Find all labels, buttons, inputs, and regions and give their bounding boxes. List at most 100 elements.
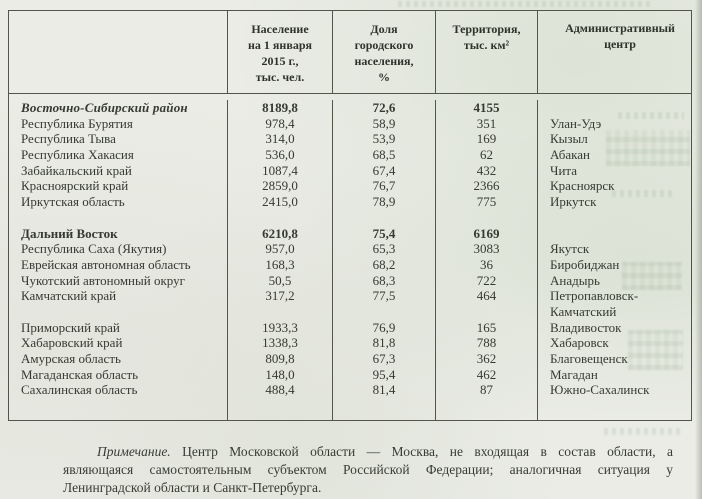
- header-urban-share-line: %: [378, 70, 390, 84]
- admin-center-cell: [538, 210, 690, 226]
- territory-cell: [436, 209, 538, 226]
- population-cell: [228, 398, 333, 420]
- population-cell: 168,3: [228, 256, 333, 273]
- admin-center-cell: Кызыл: [550, 131, 588, 147]
- region-cell: Дальний Восток: [9, 225, 228, 242]
- table-row: Республика Хакасия 536,0 68,5 62 Абакан: [9, 147, 691, 163]
- footnote-text: Центр Московской области — Москва, не вх…: [170, 444, 673, 459]
- territory-cell: 788: [436, 335, 538, 352]
- header-territory-line: Территория,: [452, 22, 521, 36]
- table-row: Еврейская автономная область 168,3 68,2 36 Б…: [9, 256, 691, 273]
- population-cell: 536,0: [228, 147, 333, 163]
- region-cell: Забайкальский край: [9, 162, 228, 179]
- admin-center-cell: Петропавловск-Камчатский: [550, 288, 639, 319]
- table-row: Республика Бурятия 978,4 58,9 351 Улан-Удэ: [9, 115, 691, 132]
- urban-share-cell: 81,4: [333, 382, 436, 399]
- region-cell: Красноярский край: [9, 178, 228, 195]
- footnote-line: являющаяся самостоятельным субъектом Рос…: [63, 461, 673, 477]
- urban-share-cell: [333, 398, 436, 420]
- header-admin-center: Административный центр: [538, 11, 690, 93]
- territory-cell: 4155: [436, 100, 538, 116]
- scan-artifact: [398, 1, 653, 7]
- population-cell: 50,5: [228, 272, 333, 289]
- table-row: Красноярский край 2859,0 76,7 2366 Красноярс…: [9, 178, 691, 195]
- admin-center-cell: Якутск: [550, 241, 590, 257]
- admin-center-cell: Анадырь: [550, 272, 600, 288]
- region-cell: Хабаровский край: [9, 335, 228, 352]
- urban-share-cell: 53,9: [333, 131, 436, 148]
- table-row: Хабаровский край 1338,3 81,8 788 Хабаровск: [9, 335, 691, 352]
- population-cell: 6210,8: [228, 225, 333, 242]
- territory-cell: 722: [436, 272, 538, 289]
- urban-share-cell: 76,7: [333, 178, 436, 195]
- region-cell: Приморский край: [9, 319, 228, 336]
- territory-cell: 362: [436, 351, 538, 367]
- population-cell: 8189,8: [228, 100, 333, 116]
- table-row: Забайкальский край 1087,4 67,4 432 Чита: [9, 162, 691, 179]
- admin-center-cell: Биробиджан: [550, 256, 620, 272]
- territory-cell: 36: [436, 256, 538, 273]
- header-region-column: [9, 11, 228, 93]
- region-cell: [9, 209, 228, 226]
- urban-share-cell: 67,3: [333, 351, 436, 367]
- territory-cell: 165: [436, 319, 538, 336]
- table-row: Чукотский автономный округ 50,5 68,3 722 Ана…: [9, 272, 691, 289]
- header-admin-center-line: центр: [604, 36, 636, 51]
- table-header-row: Население на 1 января 2015 г., тыс. чел.…: [9, 11, 691, 94]
- header-territory-line: тыс. км²: [463, 38, 510, 52]
- table-row: Амурская область 809,8 67,3 362 Благовещенск: [9, 351, 691, 367]
- table-row: Приморский край 1933,3 76,9 165 Владивосток: [9, 319, 691, 336]
- table-row: Иркутская область 2415,0 78,9 775 Иркутск: [9, 194, 691, 210]
- population-cell: [228, 209, 333, 226]
- urban-share-cell: 81,8: [333, 335, 436, 352]
- admin-center-cell: Чита: [550, 162, 578, 178]
- footnote-line: Примечание. Центр Московской области — М…: [63, 443, 673, 461]
- territory-cell: [436, 398, 538, 420]
- region-cell: Иркутская область: [9, 194, 228, 210]
- urban-share-cell: 95,4: [333, 366, 436, 383]
- population-cell: 1933,3: [228, 319, 333, 336]
- regions-statistics-table: Население на 1 января 2015 г., тыс. чел.…: [8, 10, 692, 421]
- population-cell: 317,2: [228, 288, 333, 320]
- territory-cell: 775: [436, 194, 538, 210]
- header-urban-share-line: Доля: [370, 22, 398, 36]
- region-cell: Республика Саха (Якутия): [9, 241, 228, 257]
- header-territory: Территория, тыс. км²: [436, 11, 538, 93]
- territory-cell: 351: [436, 115, 538, 132]
- table-row: Республика Тыва 314,0 53,9 169 Кызыл: [9, 131, 691, 148]
- population-cell: 2859,0: [228, 178, 333, 195]
- territory-cell: 432: [436, 162, 538, 179]
- urban-share-cell: 76,9: [333, 319, 436, 336]
- urban-share-cell: 72,6: [333, 100, 436, 116]
- territory-cell: 62: [436, 147, 538, 163]
- header-admin-center-line: Административный: [565, 21, 675, 35]
- header-urban-share: Доля городского населения, %: [333, 11, 436, 93]
- urban-share-cell: 58,9: [333, 115, 436, 132]
- region-cell: Чукотский автономный округ: [9, 272, 228, 289]
- table-spacer-row: [9, 209, 691, 226]
- territory-cell: 6169: [436, 225, 538, 242]
- urban-share-cell: [333, 209, 436, 226]
- region-cell: Республика Хакасия: [9, 147, 228, 163]
- admin-center-cell: Иркутск: [550, 194, 597, 210]
- region-cell: Республика Бурятия: [9, 115, 228, 132]
- header-population: Население на 1 января 2015 г., тыс. чел.: [228, 11, 333, 93]
- population-cell: 957,0: [228, 241, 333, 257]
- header-urban-share-line: населения,: [354, 54, 414, 68]
- header-population-line: Население: [251, 22, 309, 36]
- region-cell: Республика Тыва: [9, 131, 228, 148]
- admin-center-cell: Улан-Удэ: [550, 115, 602, 131]
- urban-share-cell: 68,5: [333, 147, 436, 163]
- header-population-line: на 1 января: [248, 38, 312, 52]
- territory-cell: 87: [436, 382, 538, 399]
- urban-share-cell: 78,9: [333, 194, 436, 210]
- header-urban-share-line: городского: [354, 38, 414, 52]
- admin-center-cell: Хабаровск: [550, 335, 609, 351]
- population-cell: 809,8: [228, 351, 333, 367]
- page-edge-shadow: [695, 0, 702, 499]
- region-cell: Восточно-Сибирский район: [9, 100, 228, 116]
- population-cell: 1087,4: [228, 162, 333, 179]
- admin-center-cell: [538, 226, 690, 242]
- population-cell: 148,0: [228, 366, 333, 383]
- table-row: Магаданская область 148,0 95,4 462 Магадан: [9, 366, 691, 383]
